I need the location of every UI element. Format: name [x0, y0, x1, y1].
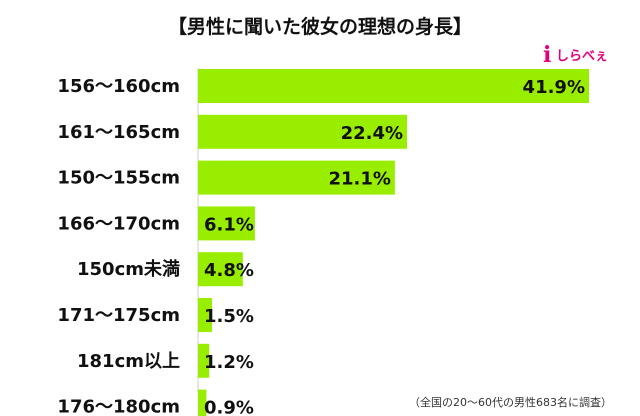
- bar: [198, 114, 408, 149]
- logo-text: しらべぇ: [556, 49, 608, 64]
- bar: [198, 389, 207, 416]
- logo-glyph: i: [543, 42, 551, 68]
- category-label: 161〜165cm: [57, 122, 180, 143]
- bar: [198, 252, 243, 287]
- value-label: 21.1%: [328, 169, 390, 190]
- value-labels: 41.9% 22.4% 21.1% 6.1% 4.8% 1.5% 1.2% 0.9%: [204, 77, 585, 416]
- bar: [198, 206, 255, 241]
- chart-title: 【男性に聞いた彼女の理想の身長】: [168, 15, 472, 38]
- category-label: 166〜170cm: [57, 213, 180, 234]
- bar: [198, 298, 212, 332]
- bar: [198, 160, 395, 195]
- logo: i しらべぇ: [543, 42, 608, 68]
- value-label: 0.9%: [204, 398, 254, 416]
- value-label: 41.9%: [523, 77, 585, 98]
- bars: [198, 69, 589, 416]
- survey-note: （全国の20〜60代の男性683名に調査）: [409, 395, 612, 409]
- bar: [198, 343, 210, 378]
- category-label: 150〜155cm: [57, 168, 180, 189]
- value-label: 4.8%: [204, 260, 254, 281]
- category-label: 171〜175cm: [57, 305, 180, 326]
- bar: [198, 69, 589, 103]
- value-label: 1.5%: [204, 306, 254, 327]
- category-label: 156〜160cm: [57, 76, 180, 97]
- category-label: 181cm以上: [77, 351, 180, 372]
- category-label: 150cm未満: [77, 258, 180, 280]
- value-label: 1.2%: [204, 352, 254, 373]
- category-label: 176〜180cm: [57, 397, 180, 416]
- category-labels: 156〜160cm 161〜165cm 150〜155cm 166〜170cm 150c…: [57, 76, 180, 416]
- value-label: 22.4%: [341, 123, 403, 144]
- value-label: 6.1%: [204, 214, 254, 235]
